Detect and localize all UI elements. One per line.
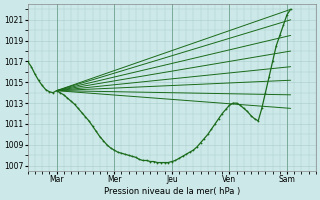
- X-axis label: Pression niveau de la mer( hPa ): Pression niveau de la mer( hPa ): [104, 187, 240, 196]
